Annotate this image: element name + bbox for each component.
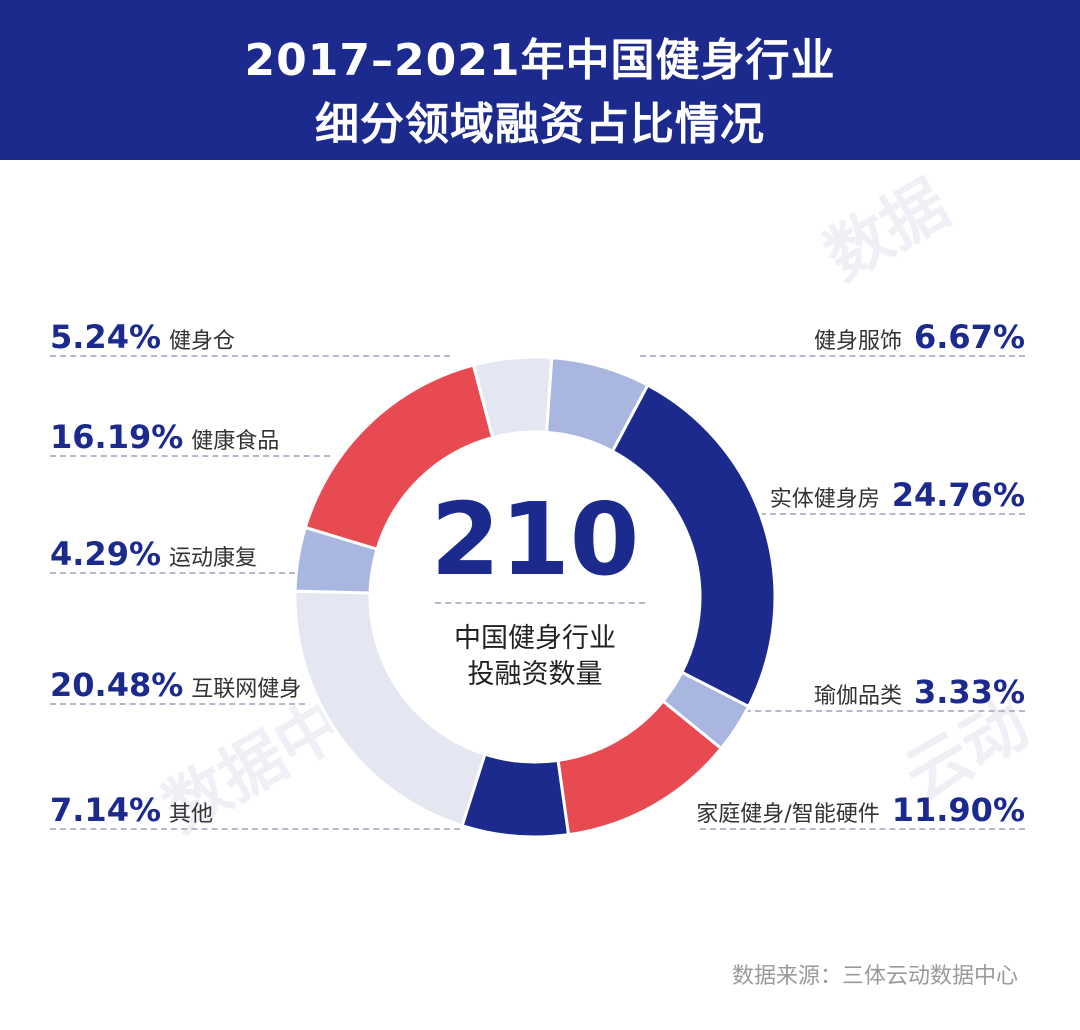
slice-name: 健康食品 [191, 429, 280, 454]
slice-label-sports-rehab: 4.29% 运动康复 [50, 535, 257, 573]
leader-line [50, 572, 295, 574]
slice-label-other: 7.14% 其他 [50, 791, 213, 829]
slice-name: 健身服饰 [813, 329, 902, 354]
slice-name: 运动康复 [169, 546, 258, 571]
title-banner: 2017–2021年中国健身行业 细分领域融资占比情况 [0, 0, 1080, 160]
center-divider [435, 602, 645, 604]
leader-line [760, 513, 1025, 515]
slice-value: 4.29% [50, 535, 162, 573]
leader-line [50, 355, 450, 357]
leader-line [745, 710, 1025, 712]
slice-value: 11.90% [891, 791, 1025, 829]
center-caption-line2: 投融资数量 [467, 659, 603, 690]
slice-value: 20.48% [50, 666, 184, 704]
leader-line [50, 828, 460, 830]
slice-label-apparel: 健身服饰 6.67% [814, 318, 1025, 356]
slice-value: 7.14% [50, 791, 162, 829]
slice-value: 16.19% [50, 418, 184, 456]
slice-value: 6.67% [913, 318, 1025, 356]
slice-name: 家庭健身/智能硬件 [696, 802, 880, 827]
slice-label-yoga: 瑜伽品类 3.33% [814, 673, 1025, 711]
chart-title-line2: 细分领域融资占比情况 [315, 99, 765, 150]
center-caption-line1: 中国健身行业 [454, 623, 616, 654]
center-total: 210 [430, 481, 640, 598]
slice-value: 24.76% [891, 476, 1025, 514]
slice-label-internet-fitness: 20.48% 互联网健身 [50, 666, 301, 704]
slice-name: 瑜伽品类 [813, 684, 902, 709]
chart-title-line1: 2017–2021年中国健身行业 [244, 35, 836, 86]
slice-name: 实体健身房 [769, 487, 880, 512]
slice-label-home-fitness: 家庭健身/智能硬件 11.90% [696, 791, 1025, 829]
leader-line [640, 355, 1025, 357]
slice-value: 3.33% [913, 673, 1025, 711]
data-source: 数据来源：三体云动数据中心 [731, 964, 1018, 989]
donut-slice-8 [471, 355, 554, 440]
slice-label-gym: 实体健身房 24.76% [770, 476, 1025, 514]
leader-line [50, 703, 305, 705]
leader-line [50, 455, 330, 457]
leader-line [700, 828, 1025, 830]
slice-name: 其他 [169, 802, 214, 827]
slice-label-health-food: 16.19% 健康食品 [50, 418, 279, 456]
slice-value: 5.24% [50, 318, 162, 356]
slice-name: 健身仓 [169, 329, 236, 354]
donut-slice-1 [610, 383, 777, 709]
slice-label-fitness-pod: 5.24% 健身仓 [50, 318, 235, 356]
slice-name: 互联网健身 [191, 677, 302, 702]
